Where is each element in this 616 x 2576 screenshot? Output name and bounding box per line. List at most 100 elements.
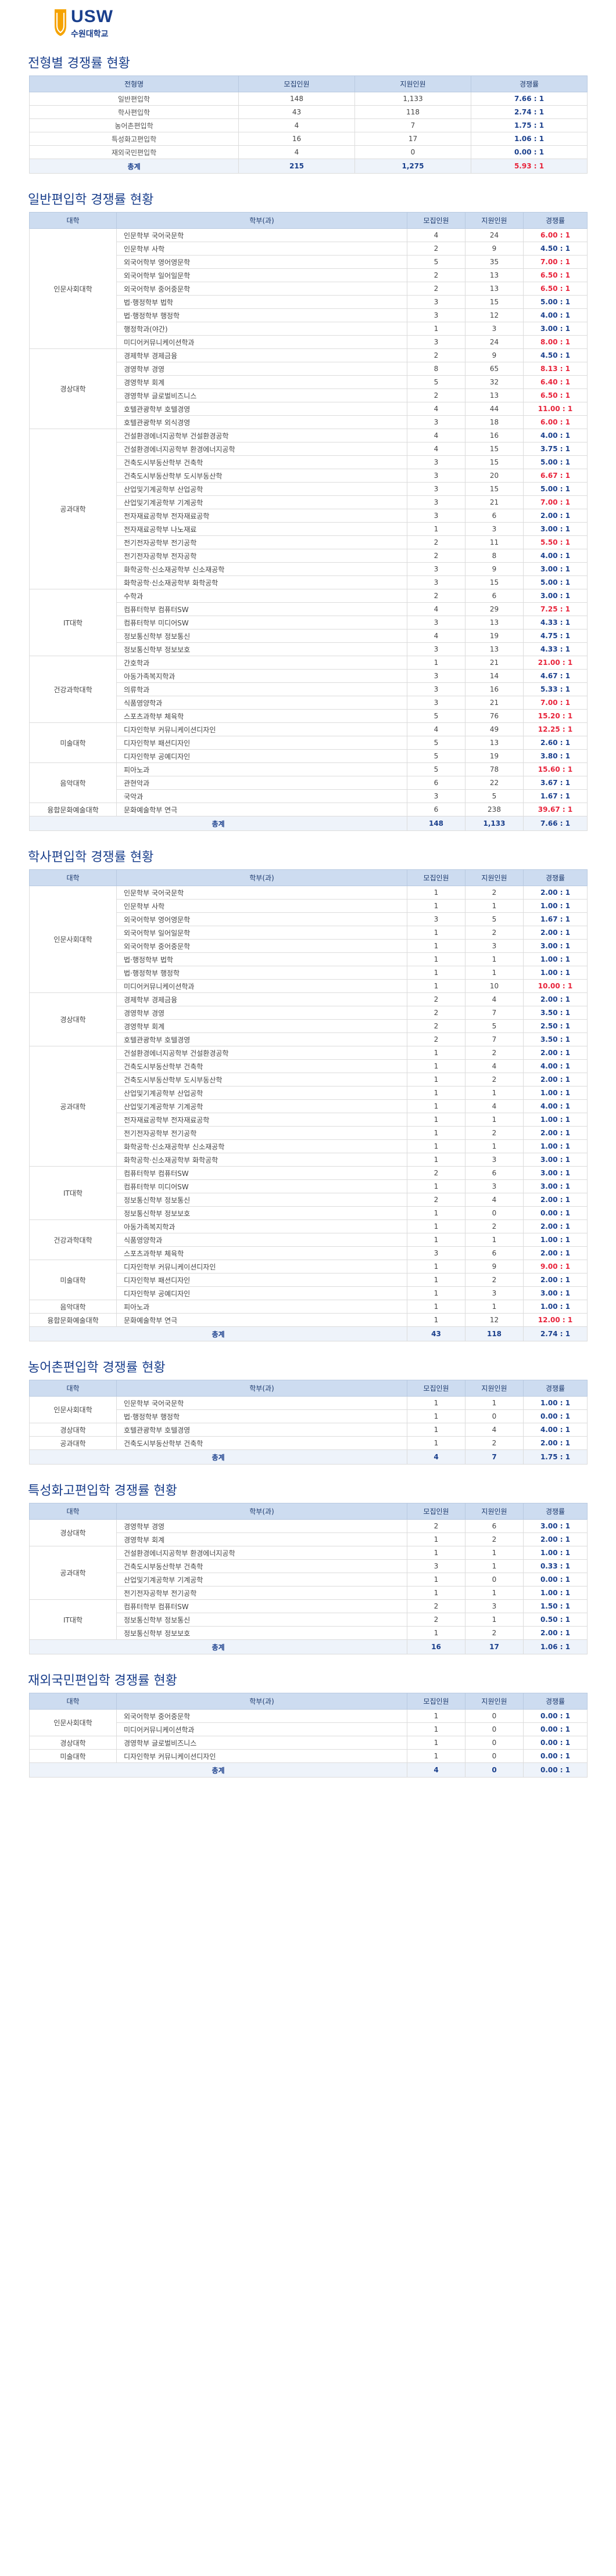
applicants-cell: 3 [465,1286,524,1300]
department-cell: 컴퓨터학부 미디어SW [116,1179,407,1193]
department-cell: 산업및기계공학부 산업공학 [116,482,407,496]
applicants-cell: 21 [465,696,524,710]
section-title: 특성화고편입학 경쟁률 현황 [28,1484,177,1498]
column-header: 대학 [29,212,117,229]
college-cell: 경상대학 [29,348,117,429]
ratio-cell: 1.00 : 1 [523,1546,588,1560]
header-logo[interactable]: USW 수원대학교 [0,0,616,52]
department-cell: 아동가족복지학과 [116,669,407,683]
applicants-cell: 15 [465,482,524,496]
ratio-cell: 2.00 : 1 [523,1073,588,1086]
ratio-cell: 3.75 : 1 [523,442,588,456]
ratio-cell: 4.00 : 1 [523,549,588,563]
ratio-cell: 0.00 : 1 [523,1409,588,1423]
ratio-cell: 4.33 : 1 [523,616,588,629]
department-cell: 디자인학부 공예디자인 [116,749,407,763]
quota-cell: 8 [407,362,465,376]
table-row: 디자인학부 공예디자인 5 19 3.80 : 1 [30,749,588,763]
competition-section: 일반편입학 경쟁률 현황 대학 학부(과) 모집인원 지원인원 경쟁률 인문사회대학 인문학부… [0,189,616,831]
applicants-cell: 3 [465,1599,524,1613]
quota-cell: 3 [407,669,465,683]
department-cell: 건축도시부동산학부 건축학 [116,455,407,469]
quota-cell: 2 [407,282,465,296]
college-cell: IT대학 [29,1599,117,1640]
quota-cell: 2 [407,348,465,362]
table-row: 스포츠과학부 체육학 3 6 2.00 : 1 [30,1246,588,1260]
department-cell: 화학공학·신소재공학부 신소재공학 [116,1139,407,1153]
table-row: IT대학 컴퓨터학부 컴퓨터SW 2 6 3.00 : 1 [29,1166,588,1220]
applicants-cell: 13 [465,616,524,629]
quota-cell: 1 [407,1219,465,1233]
department-cell: 법·행정학부 행정학 [116,966,407,980]
quota-cell: 1 [407,1749,465,1763]
college-cell: 음악대학 [29,1300,117,1314]
ratio-cell: 3.00 : 1 [523,322,588,336]
table-row: 산업및기계공학부 산업공학 3 15 5.00 : 1 [30,482,588,496]
department-cell: 전기전자공학부 전기공학 [116,535,407,549]
applicants-cell: 0 [465,1749,524,1763]
column-header: 경쟁률 [523,1693,588,1710]
brand-name: USW [71,7,113,26]
table-row: 건강과학대학 간호학과 1 21 21.00 : 1 [29,656,588,723]
table-row: 호텔관광학부 호텔경영 4 44 11.00 : 1 [30,402,588,416]
competition-section: 학사편입학 경쟁률 현황 대학 학부(과) 모집인원 지원인원 경쟁률 인문사회대학 인문학부… [0,846,616,1341]
column-header: 전형명 [29,75,239,92]
ratio-cell: 0.00 : 1 [523,1736,588,1750]
applicants-cell: 2 [465,1626,524,1640]
total-quota: 4 [407,1449,465,1465]
ratio-cell: 15.20 : 1 [523,709,588,723]
applicants-cell: 6 [465,589,524,603]
applicants-cell: 1 [465,1613,524,1627]
table-row: 컴퓨터학부 컴퓨터SW 4 29 7.25 : 1 [30,602,588,616]
quota-cell: 3 [407,1559,465,1573]
table-row: 전기전자공학부 전자공학 2 8 4.00 : 1 [30,549,588,563]
table-header-row: 대학 학부(과) 모집인원 지원인원 경쟁률 [29,869,588,886]
quota-cell: 1 [407,1722,465,1736]
quota-cell: 1 [407,1113,465,1127]
applicants-cell: 2 [465,1436,524,1450]
applicants-cell: 1,133 [354,92,471,106]
usw-shield-icon [55,9,66,36]
total-applicants: 118 [465,1326,524,1341]
ratio-cell: 0.33 : 1 [523,1559,588,1573]
applicants-cell: 6 [465,1246,524,1260]
quota-cell: 1 [407,1260,465,1273]
ratio-cell: 0.00 : 1 [523,1573,588,1586]
brand-name-korean: 수원대학교 [71,30,109,39]
total-row: 총계 4 7 1.75 : 1 [29,1449,588,1465]
quota-cell: 2 [407,1006,465,1020]
table-row: 화학공학·신소재공학부 신소재공학 3 9 3.00 : 1 [30,562,588,576]
ratio-cell: 5.00 : 1 [523,482,588,496]
ratio-cell: 3.80 : 1 [523,749,588,763]
total-row: 총계 4 0 0.00 : 1 [29,1762,588,1778]
quota-cell: 3 [407,682,465,696]
applicants-cell: 3 [465,1179,524,1193]
department-cell: 전기전자공학부 전자공학 [116,549,407,563]
department-cell: 외국어학부 중어중문학 [116,1709,407,1723]
total-quota: 215 [238,159,355,174]
department-cell: 컴퓨터학부 컴퓨터SW [116,602,407,616]
ratio-cell: 5.00 : 1 [523,295,588,309]
applicants-cell: 13 [465,282,524,296]
table-row: 미술대학 디자인학부 커뮤니케이션디자인 1 9 9.00 : 1 [29,1260,588,1300]
section-title: 일반편입학 경쟁률 현황 [28,193,154,207]
department-cell: 경영학부 글로벌비즈니스 [116,1736,407,1750]
table-row: 화학공학·신소재공학부 화학공학 1 3 3.00 : 1 [30,1153,588,1167]
applicants-cell: 15 [465,455,524,469]
department-cell: 전자재료공학부 전자재료공학 [116,1113,407,1127]
quota-cell: 1 [407,1286,465,1300]
ratio-cell: 0.50 : 1 [523,1613,588,1627]
applicants-cell: 2 [465,1532,524,1546]
competition-table: 대학 학부(과) 모집인원 지원인원 경쟁률 인문사회대학 인문학부 국어국문학 1 2 2.00… [29,869,588,1341]
table-row: 컴퓨터학부 미디어SW 1 3 3.00 : 1 [30,1179,588,1193]
quota-cell: 1 [407,1423,465,1437]
applicants-cell: 2 [465,1073,524,1086]
applicants-cell: 13 [465,736,524,750]
ratio-cell: 1.06 : 1 [471,132,588,146]
applicants-cell: 0 [465,1206,524,1220]
total-ratio: 5.93 : 1 [471,159,588,174]
admission-type-cell: 일반편입학 [29,92,239,106]
ratio-cell: 6.50 : 1 [523,268,588,282]
applicants-cell: 1 [465,1396,524,1410]
total-quota: 43 [407,1326,465,1341]
